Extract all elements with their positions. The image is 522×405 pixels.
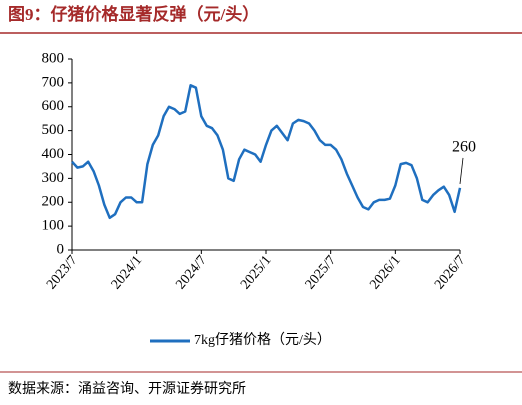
y-tick-label: 400	[42, 146, 65, 162]
x-tick-label: 2025/1	[238, 253, 274, 292]
y-tick-label: 300	[42, 170, 65, 186]
figure-title: 图9：仔猪价格显著反弹（元/头）	[8, 4, 259, 24]
x-tick-label: 2023/7	[44, 253, 80, 292]
source-note: 数据来源：涌益咨询、开源证券研究所	[8, 381, 246, 397]
legend-label: 7kg仔猪价格（元/头）	[194, 332, 331, 348]
x-tick-label: 2024/7	[173, 253, 209, 292]
x-tick-label: 2026/1	[367, 253, 403, 292]
y-tick-label: 0	[57, 241, 65, 257]
data-label: 260	[452, 139, 476, 156]
y-tick-label: 700	[42, 74, 65, 90]
y-tick-label: 200	[42, 194, 65, 210]
x-tick-label: 2026/7	[432, 253, 468, 292]
data-line	[71, 84, 462, 220]
y-tick-label: 600	[42, 98, 65, 114]
y-tick-label: 500	[42, 122, 65, 138]
x-tick-label: 2024/1	[109, 253, 145, 292]
x-tick-label: 2025/7	[303, 253, 339, 292]
y-tick-label: 800	[42, 50, 65, 66]
label-leader	[459, 157, 464, 184]
y-tick-label: 100	[42, 218, 65, 234]
